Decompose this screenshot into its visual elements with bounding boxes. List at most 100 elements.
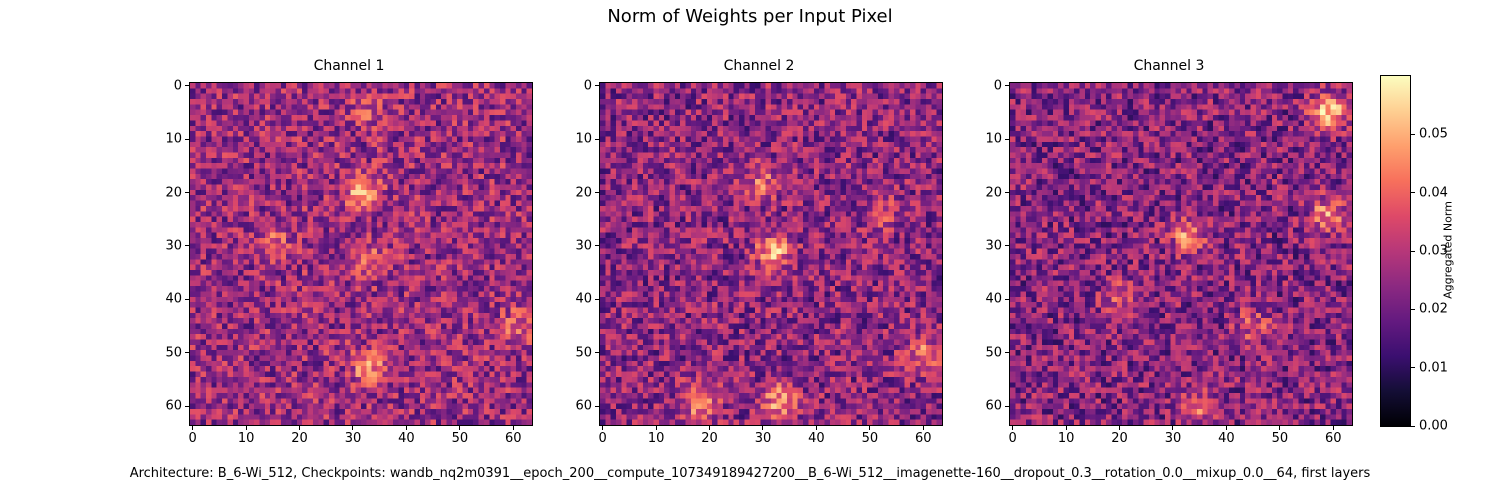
- x-tick-mark: [1119, 426, 1121, 430]
- y-tick-mark: [595, 138, 599, 140]
- figure-caption: Architecture: B_6-Wi_512, Checkpoints: w…: [129, 466, 1371, 481]
- x-tick-mark: [655, 426, 657, 430]
- y-tick-mark: [185, 405, 189, 407]
- x-tick-label: 50: [1271, 431, 1289, 446]
- x-tick-mark: [815, 426, 817, 430]
- y-tick-label: 0: [993, 78, 1002, 94]
- y-tick-label: 50: [575, 345, 592, 361]
- colorbar: Aggregated Norm 0.00 0.01 0.02 0.03 0.04 0.05: [1380, 75, 1500, 435]
- colorbar-tick-mark: [1411, 425, 1415, 427]
- y-tick-label: 40: [165, 291, 182, 307]
- y-tick-mark: [1005, 352, 1009, 354]
- x-tick-label: 30: [344, 431, 362, 446]
- x-tick-mark: [299, 426, 301, 430]
- x-tick-mark: [1332, 426, 1334, 430]
- heatmap-panel-channel-3: Channel 3 0 10 20 30 40 50 60 0 10 20 30 40 50 60: [969, 56, 1369, 446]
- y-tick-mark: [595, 405, 599, 407]
- x-tick-label: 40: [808, 431, 825, 446]
- x-tick-mark: [352, 426, 354, 430]
- x-tick-mark: [192, 426, 194, 430]
- y-tick-mark: [185, 138, 189, 140]
- y-tick-mark: [1005, 245, 1009, 247]
- x-tick-mark: [459, 426, 461, 430]
- x-tick-mark: [1279, 426, 1281, 430]
- y-tick-label: 30: [165, 238, 182, 254]
- y-tick-label: 10: [165, 131, 182, 147]
- x-tick-mark: [512, 426, 514, 430]
- x-tick-label: 60: [1325, 431, 1342, 446]
- colorbar-tick-label: 0.03: [1419, 243, 1448, 259]
- panel-title: Channel 2: [723, 58, 795, 74]
- x-tick-label: 40: [1218, 431, 1235, 446]
- x-tick-label: 20: [1111, 431, 1128, 446]
- colorbar-tick-label: 0.04: [1419, 185, 1448, 201]
- colorbar-tick-label: 0.02: [1419, 301, 1448, 317]
- colorbar-tick-mark: [1411, 133, 1415, 135]
- panel-title: Channel 1: [313, 58, 385, 74]
- panel-title: Channel 3: [1133, 58, 1205, 74]
- y-tick-label: 20: [575, 185, 592, 201]
- y-tick-label: 30: [985, 238, 1002, 254]
- colorbar-tick-mark: [1411, 192, 1415, 194]
- y-tick-mark: [595, 245, 599, 247]
- y-tick-mark: [595, 192, 599, 194]
- y-tick-mark: [595, 85, 599, 87]
- colorbar-gradient: [1380, 75, 1411, 427]
- x-tick-label: 30: [1164, 431, 1182, 446]
- x-tick-mark: [1225, 426, 1227, 430]
- y-tick-label: 20: [985, 185, 1002, 201]
- colorbar-tick-mark: [1411, 367, 1415, 369]
- y-tick-mark: [595, 352, 599, 354]
- y-tick-label: 50: [985, 345, 1002, 361]
- x-tick-label: 50: [451, 431, 469, 446]
- y-tick-mark: [1005, 192, 1009, 194]
- y-tick-label: 10: [985, 131, 1002, 147]
- y-tick-label: 60: [165, 398, 182, 414]
- y-tick-mark: [1005, 85, 1009, 87]
- x-tick-mark: [405, 426, 407, 430]
- x-tick-mark: [1065, 426, 1067, 430]
- y-tick-mark: [185, 85, 189, 87]
- y-tick-mark: [595, 298, 599, 300]
- heatmap-canvas: [189, 82, 533, 426]
- colorbar-tick-mark: [1411, 250, 1415, 252]
- x-tick-mark: [709, 426, 711, 430]
- x-tick-label: 10: [1057, 431, 1075, 446]
- x-tick-mark: [762, 426, 764, 430]
- colorbar-tick-label: 0.05: [1419, 126, 1448, 142]
- x-tick-label: 10: [647, 431, 665, 446]
- heatmap-canvas: [1009, 82, 1353, 426]
- y-tick-mark: [185, 192, 189, 194]
- y-tick-mark: [185, 245, 189, 247]
- heatmap-canvas: [599, 82, 943, 426]
- x-tick-label: 50: [861, 431, 879, 446]
- figure-title: Norm of Weights per Input Pixel: [607, 6, 893, 27]
- y-tick-label: 10: [575, 131, 592, 147]
- y-tick-label: 40: [575, 291, 592, 307]
- y-tick-mark: [1005, 405, 1009, 407]
- y-tick-label: 30: [575, 238, 592, 254]
- y-tick-label: 0: [583, 78, 592, 94]
- x-tick-label: 0: [1008, 431, 1017, 446]
- x-tick-mark: [1172, 426, 1174, 430]
- y-tick-label: 60: [985, 398, 1002, 414]
- x-tick-label: 0: [598, 431, 607, 446]
- heatmap-panel-channel-2: Channel 2 0 10 20 30 40 50 60 0 10 20 30 40 50 60: [559, 56, 959, 446]
- y-tick-mark: [1005, 298, 1009, 300]
- y-tick-mark: [1005, 138, 1009, 140]
- x-tick-label: 20: [291, 431, 308, 446]
- x-tick-mark: [922, 426, 924, 430]
- x-tick-mark: [602, 426, 604, 430]
- colorbar-tick-label: 0.01: [1419, 360, 1448, 376]
- x-tick-mark: [1012, 426, 1014, 430]
- heatmap-panel-channel-1: Channel 1 0 10 20 30 40 50 60 0 10 20 30 40 50 60: [149, 56, 549, 446]
- x-tick-label: 30: [754, 431, 772, 446]
- x-tick-mark: [245, 426, 247, 430]
- y-tick-label: 50: [165, 345, 182, 361]
- x-tick-label: 10: [237, 431, 255, 446]
- y-tick-label: 60: [575, 398, 592, 414]
- x-tick-label: 0: [188, 431, 197, 446]
- x-tick-mark: [869, 426, 871, 430]
- y-tick-mark: [185, 298, 189, 300]
- x-tick-label: 60: [915, 431, 932, 446]
